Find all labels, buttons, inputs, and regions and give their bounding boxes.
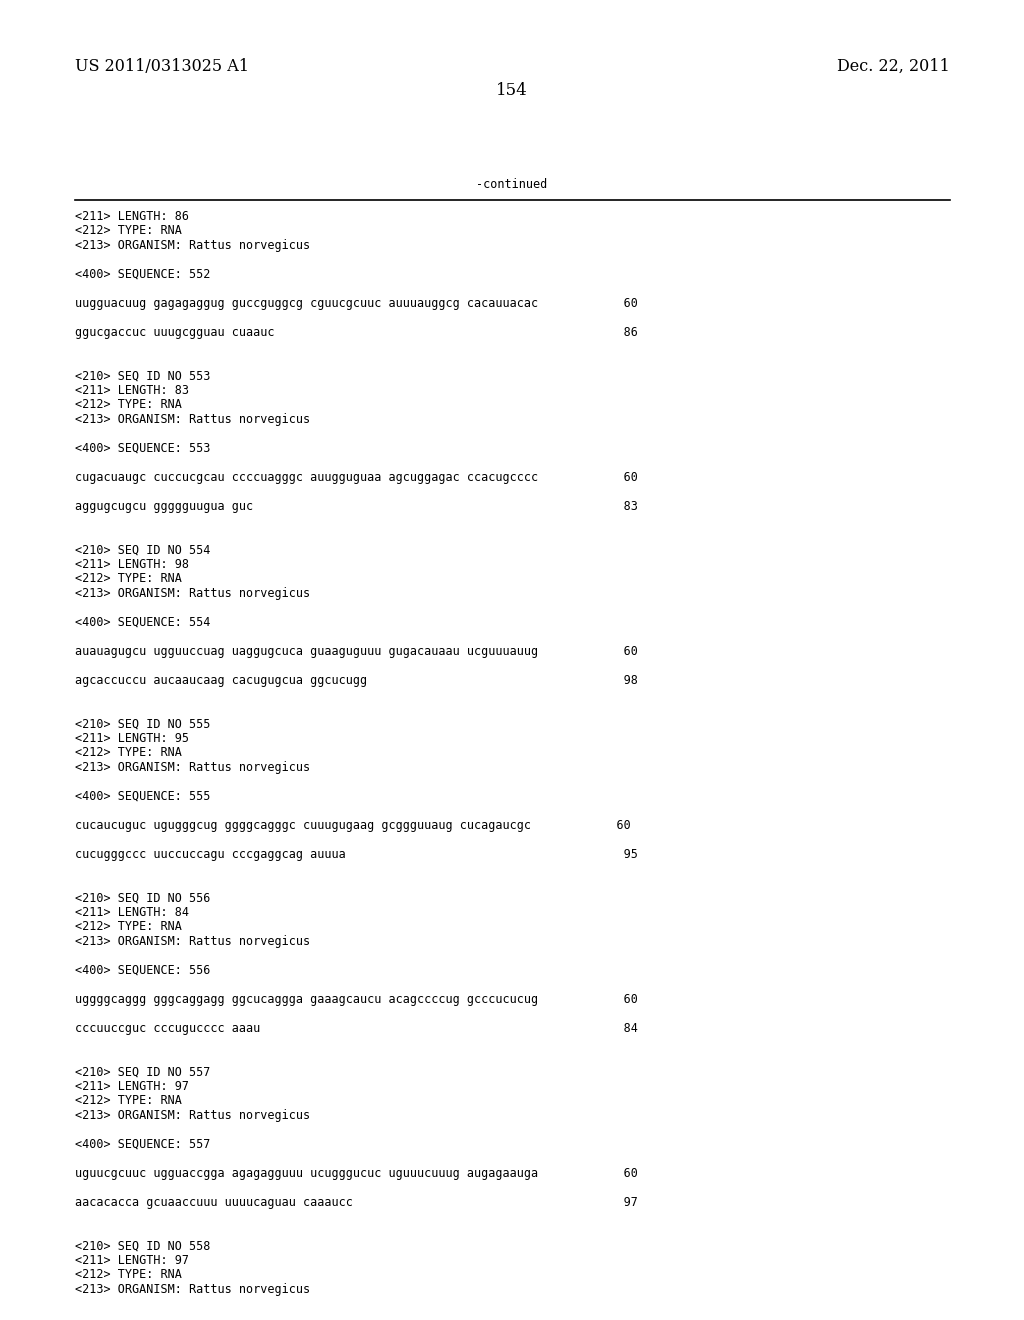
Text: <211> LENGTH: 97: <211> LENGTH: 97: [75, 1254, 189, 1267]
Text: uguucgcuuc ugguaccgga agagagguuu ucugggucuc uguuucuuug augagaauga            60: uguucgcuuc ugguaccgga agagagguuu ucugggu…: [75, 1167, 638, 1180]
Text: ggucgaccuc uuugcgguau cuaauc                                                 86: ggucgaccuc uuugcgguau cuaauc 86: [75, 326, 638, 339]
Text: cucaucuguc ugugggcug ggggcagggc cuuugugaag gcggguuaug cucagaucgc            60: cucaucuguc ugugggcug ggggcagggc cuuuguga…: [75, 818, 631, 832]
Text: <213> ORGANISM: Rattus norvegicus: <213> ORGANISM: Rattus norvegicus: [75, 587, 310, 601]
Text: <212> TYPE: RNA: <212> TYPE: RNA: [75, 573, 182, 586]
Text: <210> SEQ ID NO 555: <210> SEQ ID NO 555: [75, 718, 210, 730]
Text: auauagugcu ugguuccuag uaggugcuca guaaguguuu gugacauaau ucguuuauug            60: auauagugcu ugguuccuag uaggugcuca guaagug…: [75, 645, 638, 657]
Text: <400> SEQUENCE: 552: <400> SEQUENCE: 552: [75, 268, 210, 281]
Text: cccuuccguc cccugucccc aaau                                                   84: cccuuccguc cccugucccc aaau 84: [75, 1022, 638, 1035]
Text: <210> SEQ ID NO 558: <210> SEQ ID NO 558: [75, 1239, 210, 1253]
Text: <213> ORGANISM: Rattus norvegicus: <213> ORGANISM: Rattus norvegicus: [75, 1283, 310, 1296]
Text: agcaccuccu aucaaucaag cacugugcua ggcucugg                                    98: agcaccuccu aucaaucaag cacugugcua ggcucug…: [75, 675, 638, 686]
Text: <211> LENGTH: 98: <211> LENGTH: 98: [75, 558, 189, 572]
Text: <211> LENGTH: 83: <211> LENGTH: 83: [75, 384, 189, 397]
Text: <400> SEQUENCE: 556: <400> SEQUENCE: 556: [75, 964, 210, 977]
Text: <211> LENGTH: 84: <211> LENGTH: 84: [75, 906, 189, 919]
Text: <213> ORGANISM: Rattus norvegicus: <213> ORGANISM: Rattus norvegicus: [75, 413, 310, 426]
Text: aacacacca gcuaaccuuu uuuucaguau caaaucc                                      97: aacacacca gcuaaccuuu uuuucaguau caaaucc …: [75, 1196, 638, 1209]
Text: uugguacuug gagagaggug guccguggcg cguucgcuuc auuuauggcg cacauuacac            60: uugguacuug gagagaggug guccguggcg cguucgc…: [75, 297, 638, 310]
Text: <212> TYPE: RNA: <212> TYPE: RNA: [75, 920, 182, 933]
Text: cucugggccc uuccuccagu cccgaggcag auuua                                       95: cucugggccc uuccuccagu cccgaggcag auuua 9…: [75, 847, 638, 861]
Text: <212> TYPE: RNA: <212> TYPE: RNA: [75, 399, 182, 412]
Text: <213> ORGANISM: Rattus norvegicus: <213> ORGANISM: Rattus norvegicus: [75, 762, 310, 774]
Text: <400> SEQUENCE: 553: <400> SEQUENCE: 553: [75, 442, 210, 455]
Text: <210> SEQ ID NO 553: <210> SEQ ID NO 553: [75, 370, 210, 383]
Text: <212> TYPE: RNA: <212> TYPE: RNA: [75, 1094, 182, 1107]
Text: <212> TYPE: RNA: <212> TYPE: RNA: [75, 1269, 182, 1282]
Text: <211> LENGTH: 97: <211> LENGTH: 97: [75, 1080, 189, 1093]
Text: <210> SEQ ID NO 557: <210> SEQ ID NO 557: [75, 1065, 210, 1078]
Text: <212> TYPE: RNA: <212> TYPE: RNA: [75, 747, 182, 759]
Text: <212> TYPE: RNA: <212> TYPE: RNA: [75, 224, 182, 238]
Text: <400> SEQUENCE: 554: <400> SEQUENCE: 554: [75, 616, 210, 630]
Text: <400> SEQUENCE: 555: <400> SEQUENCE: 555: [75, 789, 210, 803]
Text: <213> ORGANISM: Rattus norvegicus: <213> ORGANISM: Rattus norvegicus: [75, 935, 310, 948]
Text: 154: 154: [496, 82, 528, 99]
Text: <213> ORGANISM: Rattus norvegicus: <213> ORGANISM: Rattus norvegicus: [75, 1109, 310, 1122]
Text: US 2011/0313025 A1: US 2011/0313025 A1: [75, 58, 249, 75]
Text: cugacuaugc cuccucgcau ccccuagggc auugguguaa agcuggagac ccacugcccc            60: cugacuaugc cuccucgcau ccccuagggc auuggug…: [75, 471, 638, 484]
Text: <211> LENGTH: 86: <211> LENGTH: 86: [75, 210, 189, 223]
Text: uggggcaggg gggcaggagg ggcucaggga gaaagcaucu acagccccug gcccucucug            60: uggggcaggg gggcaggagg ggcucaggga gaaagca…: [75, 993, 638, 1006]
Text: <400> SEQUENCE: 557: <400> SEQUENCE: 557: [75, 1138, 210, 1151]
Text: <213> ORGANISM: Rattus norvegicus: <213> ORGANISM: Rattus norvegicus: [75, 239, 310, 252]
Text: <210> SEQ ID NO 554: <210> SEQ ID NO 554: [75, 544, 210, 557]
Text: <211> LENGTH: 95: <211> LENGTH: 95: [75, 733, 189, 744]
Text: aggugcugcu ggggguugua guc                                                    83: aggugcugcu ggggguugua guc 83: [75, 500, 638, 513]
Text: -continued: -continued: [476, 178, 548, 191]
Text: Dec. 22, 2011: Dec. 22, 2011: [838, 58, 950, 75]
Text: <210> SEQ ID NO 556: <210> SEQ ID NO 556: [75, 891, 210, 904]
